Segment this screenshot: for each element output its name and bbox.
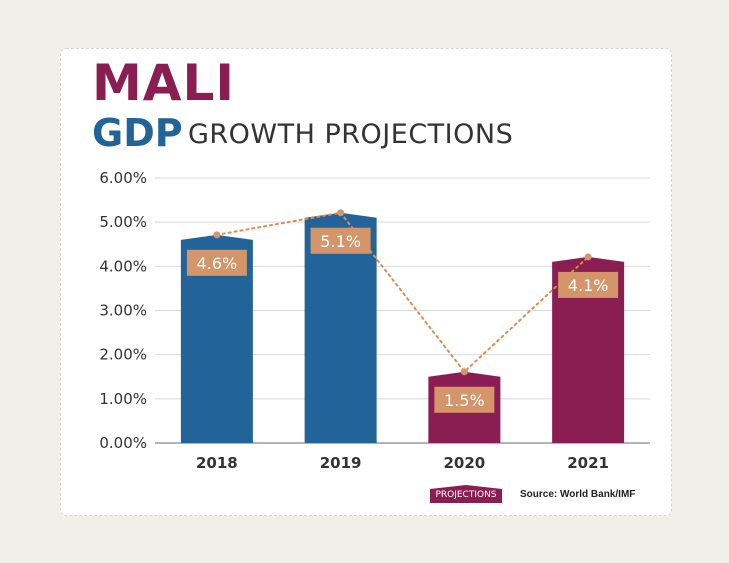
y-tick-label: 0.00% [99, 434, 147, 452]
y-tick-label: 5.00% [99, 213, 147, 231]
y-axis-ticks: 0.00% 1.00% 2.00% 3.00% 4.00% 5.00% 6.00% [99, 169, 147, 452]
trend-point [584, 253, 592, 261]
chart-subtitle-rest: GROWTH PROJECTIONS [188, 119, 514, 150]
bar-2018 [180, 234, 253, 443]
y-tick-label: 4.00% [99, 257, 147, 275]
source-note: Source: World Bank/IMF [520, 489, 636, 500]
bar-2021 [552, 256, 625, 443]
y-tick-label: 1.00% [99, 390, 147, 408]
data-label: 1.5% [444, 391, 485, 410]
x-tick-label: 2019 [320, 454, 362, 472]
trend-point [213, 231, 221, 239]
data-label: 4.6% [197, 254, 238, 273]
y-tick-label: 3.00% [99, 302, 147, 320]
data-label-box [434, 386, 495, 413]
data-label: 4.1% [568, 276, 609, 295]
data-label-box [558, 271, 619, 298]
y-tick-label: 6.00% [99, 169, 147, 187]
data-label-box [310, 227, 371, 254]
x-tick-label: 2020 [444, 454, 486, 472]
trend-point [460, 368, 468, 376]
data-label: 5.1% [320, 232, 361, 251]
trend-line [213, 209, 592, 376]
trend-polyline [215, 211, 590, 374]
bar-2019 [304, 212, 377, 443]
bars [180, 212, 625, 443]
trend-point [337, 209, 345, 217]
chart-subtitle-gdp: GDP [92, 111, 183, 155]
x-tick-label: 2021 [567, 454, 609, 472]
data-label-box [186, 249, 247, 276]
projections-legend-badge: PROJECTIONS [430, 485, 502, 503]
x-tick-label: 2018 [196, 454, 238, 472]
y-tick-label: 2.00% [99, 346, 147, 364]
chart-title: MALI [92, 54, 235, 112]
data-labels: 4.6% 5.1% 1.5% 4.1% [186, 227, 619, 413]
x-axis-ticks: 2018 2019 2020 2021 [196, 454, 609, 472]
